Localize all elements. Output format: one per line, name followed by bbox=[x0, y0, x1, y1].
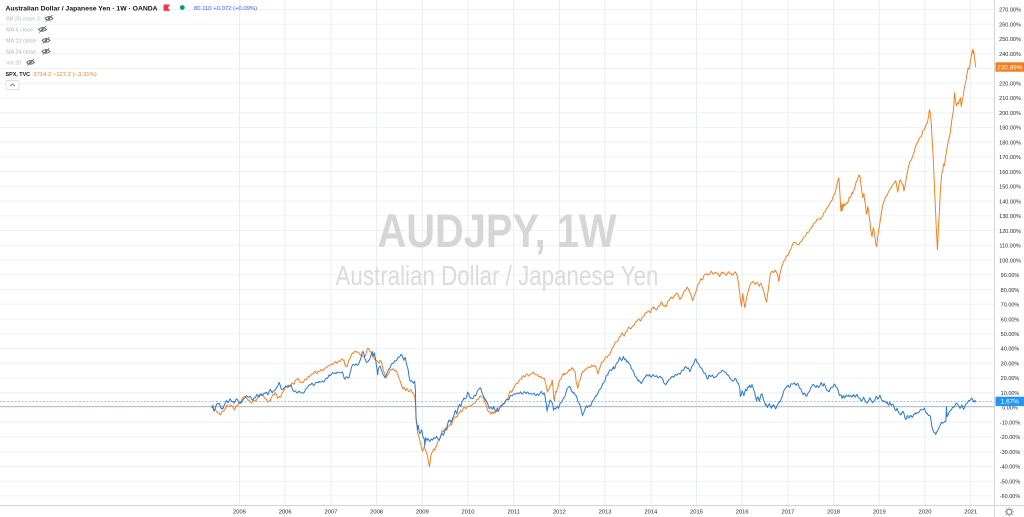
svg-text:2020: 2020 bbox=[919, 509, 932, 515]
svg-text:-10.00%: -10.00% bbox=[1000, 420, 1021, 426]
svg-text:40.00%: 40.00% bbox=[1001, 347, 1020, 353]
svg-text:2009: 2009 bbox=[416, 509, 429, 515]
svg-text:190.00%: 190.00% bbox=[999, 126, 1021, 132]
svg-text:2008: 2008 bbox=[370, 509, 383, 515]
svg-text:-50.00%: -50.00% bbox=[1000, 479, 1021, 485]
svg-text:SPX, TVC: SPX, TVC bbox=[6, 72, 31, 78]
svg-text:120.00%: 120.00% bbox=[999, 229, 1021, 235]
svg-text:50.00%: 50.00% bbox=[1001, 332, 1020, 338]
svg-text:MA 24 close: MA 24 close bbox=[6, 49, 36, 55]
svg-text:2005: 2005 bbox=[233, 509, 246, 515]
svg-text:3714.2 −127.2 (−3.31%): 3714.2 −127.2 (−3.31%) bbox=[33, 72, 97, 78]
svg-text:150.00%: 150.00% bbox=[999, 185, 1021, 191]
svg-text:80.00%: 80.00% bbox=[1001, 288, 1020, 294]
svg-text:2011: 2011 bbox=[507, 509, 519, 515]
svg-text:2019: 2019 bbox=[873, 509, 886, 515]
svg-text:2016: 2016 bbox=[736, 509, 749, 515]
svg-text:60.00%: 60.00% bbox=[1001, 317, 1020, 323]
svg-text:2012: 2012 bbox=[553, 509, 566, 515]
svg-text:160.00%: 160.00% bbox=[999, 170, 1021, 176]
svg-text:-60.00%: -60.00% bbox=[1000, 494, 1021, 500]
svg-text:230.89%: 230.89% bbox=[997, 64, 1023, 71]
svg-text:BB 20 close 2: BB 20 close 2 bbox=[6, 16, 40, 22]
svg-text:2014: 2014 bbox=[644, 509, 658, 515]
svg-text:2013: 2013 bbox=[599, 509, 612, 515]
svg-text:Australian Dollar / Japanese Y: Australian Dollar / Japanese Yen · 1W · … bbox=[6, 5, 158, 12]
svg-text:240.00%: 240.00% bbox=[999, 52, 1021, 58]
svg-text:200.00%: 200.00% bbox=[999, 111, 1021, 117]
svg-text:100.00%: 100.00% bbox=[999, 258, 1021, 264]
svg-text:2018: 2018 bbox=[827, 509, 840, 515]
svg-text:1.67%: 1.67% bbox=[1001, 399, 1019, 406]
svg-text:10.00%: 10.00% bbox=[1001, 391, 1020, 397]
svg-text:-20.00%: -20.00% bbox=[1000, 435, 1021, 441]
svg-text:90.00%: 90.00% bbox=[1001, 273, 1020, 279]
svg-text:250.00%: 250.00% bbox=[999, 37, 1021, 43]
svg-text:130.00%: 130.00% bbox=[999, 214, 1021, 220]
svg-text:2015: 2015 bbox=[690, 509, 703, 515]
svg-text:MA 12 close: MA 12 close bbox=[6, 38, 36, 44]
svg-text:180.00%: 180.00% bbox=[999, 140, 1021, 146]
svg-text:MA 6 close: MA 6 close bbox=[6, 27, 33, 33]
svg-text:260.00%: 260.00% bbox=[999, 22, 1021, 28]
svg-text:270.00%: 270.00% bbox=[999, 8, 1021, 14]
svg-text:2017: 2017 bbox=[781, 509, 794, 515]
svg-text:170.00%: 170.00% bbox=[999, 155, 1021, 161]
svg-text:Vol 20: Vol 20 bbox=[6, 60, 21, 66]
svg-text:110.00%: 110.00% bbox=[999, 244, 1020, 250]
svg-text:140.00%: 140.00% bbox=[999, 199, 1021, 205]
svg-text:80.110 +0.072 (+0.09%): 80.110 +0.072 (+0.09%) bbox=[194, 6, 257, 12]
svg-text:220.00%: 220.00% bbox=[999, 81, 1021, 87]
svg-text:2021: 2021 bbox=[964, 509, 977, 515]
svg-text:Australian Dollar / Japanese Y: Australian Dollar / Japanese Yen bbox=[336, 260, 659, 291]
svg-text:20.00%: 20.00% bbox=[1001, 376, 1020, 382]
svg-text:30.00%: 30.00% bbox=[1001, 362, 1020, 368]
svg-text:-40.00%: -40.00% bbox=[1000, 465, 1021, 471]
svg-text:210.00%: 210.00% bbox=[999, 96, 1021, 102]
svg-text:2007: 2007 bbox=[324, 509, 337, 515]
svg-text:2006: 2006 bbox=[279, 509, 292, 515]
svg-text:0.00%: 0.00% bbox=[1002, 406, 1018, 412]
svg-text:2010: 2010 bbox=[462, 509, 475, 515]
svg-text:AUDJPY, 1W: AUDJPY, 1W bbox=[378, 204, 618, 257]
svg-text:-30.00%: -30.00% bbox=[1000, 450, 1021, 456]
svg-text:70.00%: 70.00% bbox=[1001, 303, 1020, 309]
